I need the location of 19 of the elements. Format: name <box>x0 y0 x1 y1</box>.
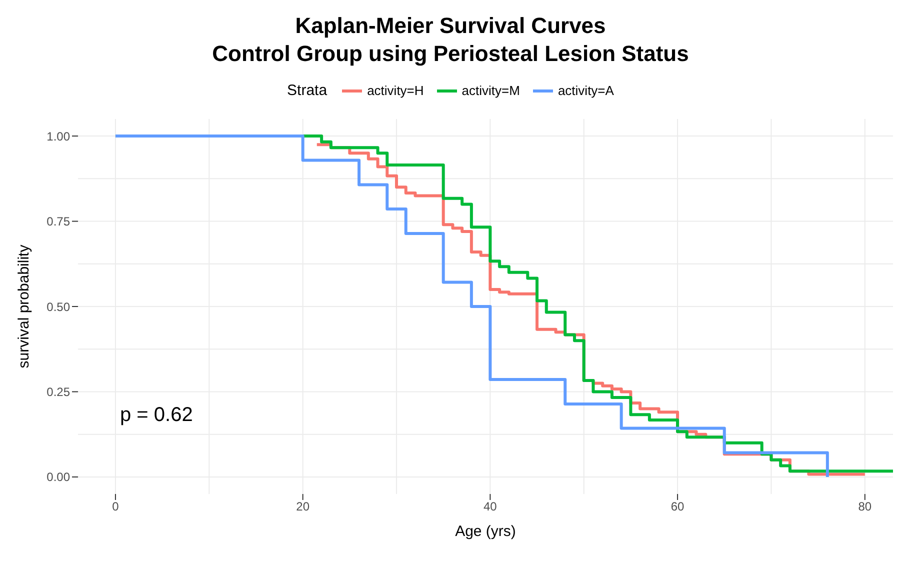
chart-title: Kaplan-Meier Survival Curves <box>294 12 607 40</box>
x-tick-label: 80 <box>858 500 872 514</box>
y-tick-label: 0.00 <box>46 470 70 484</box>
y-tick-label: 0.25 <box>46 384 70 399</box>
x-tick-label: 60 <box>670 500 685 514</box>
annotation: p = 0.62 <box>120 404 193 427</box>
x-tick-label: 0 <box>112 500 120 514</box>
chart-subtitle: Control Group using Periosteal Lesion Status <box>211 40 690 68</box>
x-axis-title: Age (yrs) <box>455 523 516 540</box>
x-tick-label: 40 <box>484 500 498 514</box>
x-tick-label: 20 <box>296 500 310 514</box>
legend-label: activity=H <box>367 83 424 98</box>
y-axis-title: survival probability <box>15 244 32 368</box>
legend-label: activity=A <box>558 83 614 98</box>
y-tick-label: 0.50 <box>46 300 70 314</box>
y-tick-label: 1.00 <box>46 129 70 144</box>
y-tick-label: 0.75 <box>46 214 70 229</box>
legend-label: activity=M <box>462 83 520 98</box>
legend-title: Strata <box>287 82 328 99</box>
